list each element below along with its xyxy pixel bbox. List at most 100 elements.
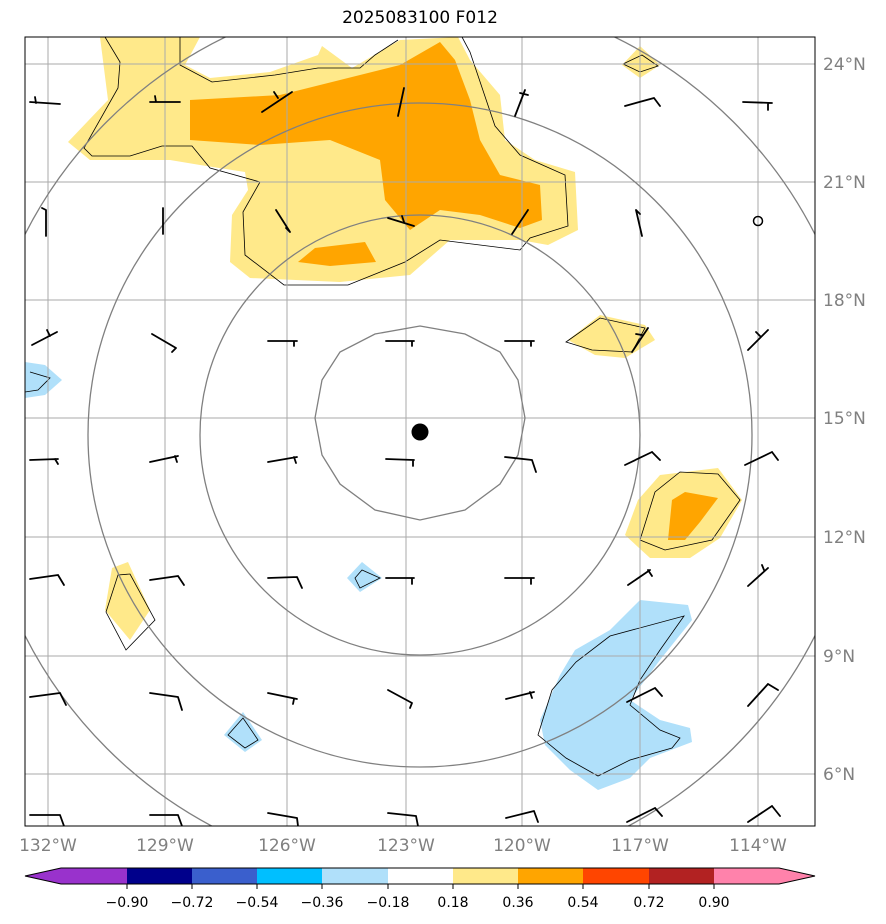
colorbar-segment xyxy=(714,868,779,884)
colorbar-tick-label: 0.72 xyxy=(633,895,664,911)
wind-barb xyxy=(635,209,643,237)
wind-barb xyxy=(267,812,299,826)
contour-region-northeast xyxy=(622,46,660,78)
wind-barb xyxy=(267,340,298,347)
lat-label: 15°N xyxy=(823,409,866,429)
range-rings xyxy=(25,37,815,826)
wind-barb xyxy=(149,95,181,103)
wind-barb xyxy=(149,814,183,826)
wind-barb xyxy=(397,87,405,117)
range-ring-3 xyxy=(87,102,753,768)
colorbar-tick-label: −0.90 xyxy=(106,895,149,911)
wind-barb xyxy=(267,456,298,464)
contour-region-north-patch xyxy=(298,242,376,266)
contour-region-north xyxy=(68,37,578,282)
wind-barb xyxy=(747,329,769,351)
lat-label: 24°N xyxy=(823,55,866,75)
contour-region-north-core xyxy=(190,42,542,230)
wind-barb xyxy=(387,812,419,826)
colorbar: −0.90 −0.72 −0.54 −0.36 −0.18 0.18 0.36 … xyxy=(24,867,816,911)
colorbar-tick-label: −0.72 xyxy=(171,895,214,911)
wind-barb xyxy=(267,692,298,705)
wind-barb xyxy=(385,458,415,467)
wind-barb xyxy=(504,340,535,347)
wind-barb xyxy=(747,805,781,823)
lon-label: 129°W xyxy=(136,836,194,856)
wind-barb xyxy=(624,97,661,107)
colorbar-segment xyxy=(257,868,322,884)
wind-barb xyxy=(41,207,47,237)
lon-label: 132°W xyxy=(19,836,77,856)
wind-barb xyxy=(744,451,779,466)
wind-barb xyxy=(149,455,179,463)
colorbar-segment xyxy=(127,868,192,884)
wind-barb xyxy=(624,451,661,466)
contour-fill-positive-dark xyxy=(190,42,718,540)
lat-label: 9°N xyxy=(823,647,855,667)
wind-barb xyxy=(31,329,58,346)
lat-label: 21°N xyxy=(823,173,866,193)
colorbar-segment xyxy=(649,868,714,884)
wind-barb xyxy=(275,209,291,233)
wind-barb xyxy=(505,810,539,823)
wind-barb xyxy=(149,575,185,586)
colorbar-segment xyxy=(61,868,127,884)
wind-barb xyxy=(626,807,663,823)
contour-region-west xyxy=(25,362,62,398)
colorbar-segment xyxy=(322,868,388,884)
wind-barb xyxy=(29,692,67,706)
calm-wind-marker xyxy=(752,215,764,227)
wind-barb xyxy=(631,327,649,353)
wind-barb xyxy=(387,689,413,709)
wind-barb xyxy=(261,91,293,113)
wind-barb xyxy=(747,564,769,587)
wind-barb xyxy=(504,577,535,585)
lon-label: 126°W xyxy=(258,836,316,856)
colorbar-tick-label: 0.18 xyxy=(437,895,468,911)
lon-label: 120°W xyxy=(493,836,551,856)
wind-barb xyxy=(29,96,61,105)
wind-barb xyxy=(504,456,537,473)
colorbar-tick-label: 0.54 xyxy=(567,895,598,911)
colorbar-tick-label: 0.90 xyxy=(698,895,729,911)
wind-barb xyxy=(514,89,529,117)
wind-barb xyxy=(385,340,415,347)
colorbar-tick-label: −0.54 xyxy=(236,895,279,911)
colorbar-tick-label: −0.18 xyxy=(367,895,410,911)
colorbar-segment xyxy=(583,868,649,884)
wind-barb xyxy=(747,683,779,707)
colorbar-segment xyxy=(453,868,518,884)
colorbar-segment xyxy=(518,868,583,884)
lat-label: 18°N xyxy=(823,291,866,311)
colorbar-segment xyxy=(25,868,61,884)
lon-label: 114°W xyxy=(729,836,787,856)
colorbar-tick-label: −0.36 xyxy=(301,895,344,911)
range-ring-2 xyxy=(199,214,641,656)
wind-barb xyxy=(267,576,303,589)
lon-label: 123°W xyxy=(377,836,435,856)
wind-barb xyxy=(742,101,773,111)
lon-label: 117°W xyxy=(611,836,669,856)
wind-barb xyxy=(29,814,65,826)
wind-barbs xyxy=(29,87,781,826)
colorbar-outline xyxy=(24,867,816,885)
contour-lines xyxy=(25,37,741,777)
wind-barb xyxy=(387,215,415,227)
lat-label: 6°N xyxy=(823,765,855,785)
contour-region-southwest-small xyxy=(224,712,262,752)
map-title: 2025083100 F012 xyxy=(342,8,498,28)
wind-barb xyxy=(505,691,535,700)
contour-region-southeast-core xyxy=(668,492,718,540)
lat-label: 12°N xyxy=(823,528,866,548)
colorbar-segment xyxy=(779,868,815,884)
plot-frame xyxy=(24,36,816,827)
range-ring-1 xyxy=(314,325,526,521)
wind-barb xyxy=(511,209,529,235)
colorbar-tick-label: 0.36 xyxy=(502,895,533,911)
longitude-labels: 132°W 129°W 126°W 123°W 120°W 117°W 114°… xyxy=(19,836,787,856)
wind-barb xyxy=(626,687,663,703)
wind-barb xyxy=(29,458,59,465)
wind-barb xyxy=(385,577,415,585)
contour-region-southeast-large xyxy=(540,600,692,790)
